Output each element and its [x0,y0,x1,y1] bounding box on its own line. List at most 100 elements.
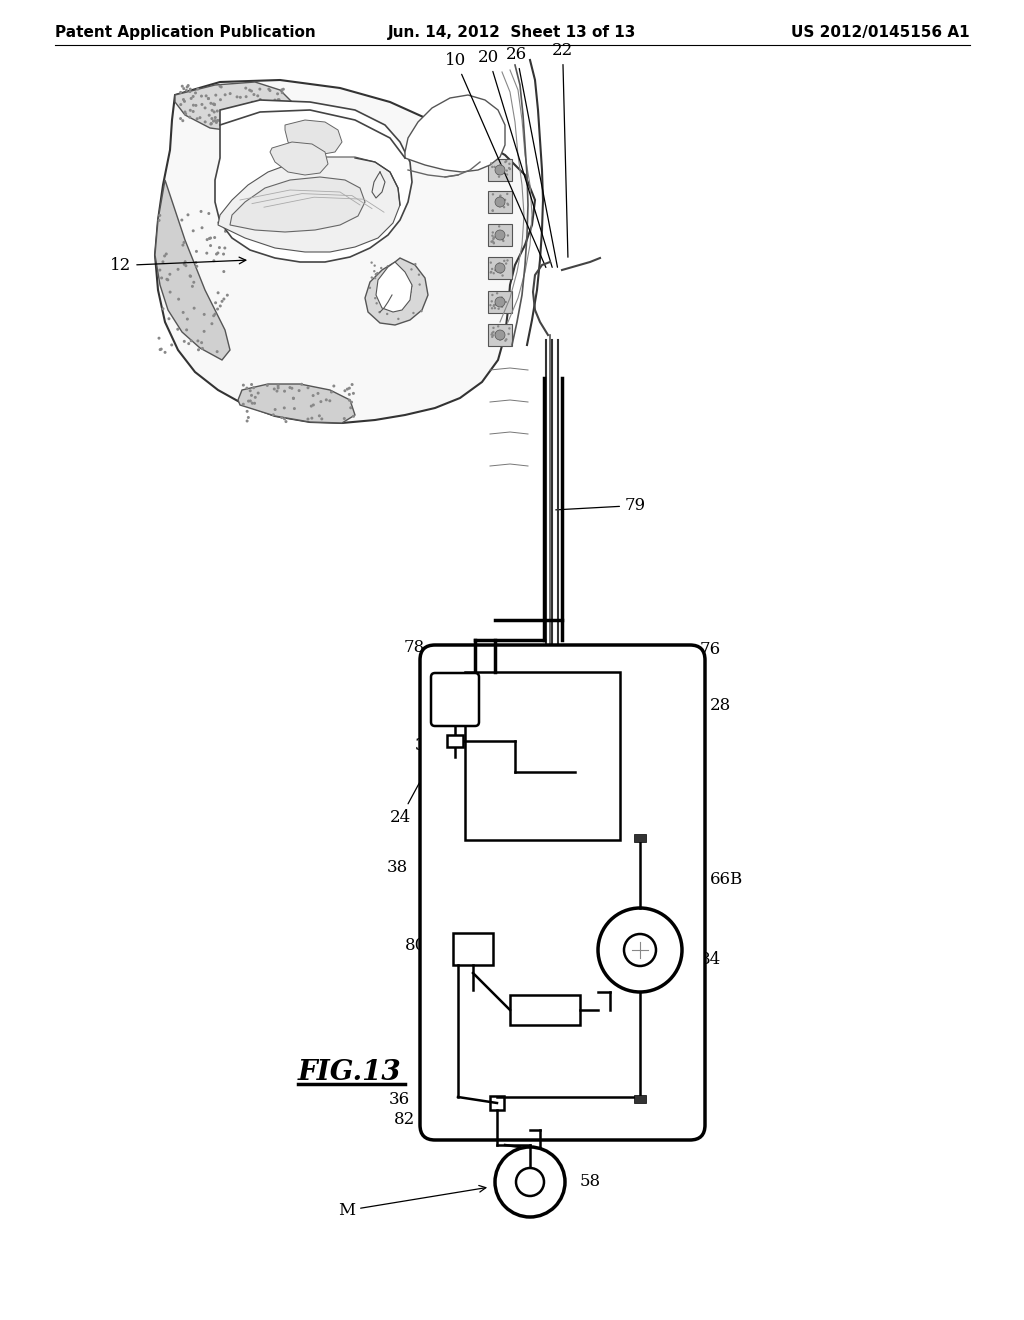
Circle shape [490,240,493,243]
Circle shape [492,231,494,234]
Text: 40: 40 [429,807,450,824]
Circle shape [389,272,391,275]
Circle shape [371,276,373,279]
Circle shape [237,114,240,117]
Circle shape [179,103,182,106]
Circle shape [158,219,161,222]
Circle shape [258,87,261,91]
Circle shape [494,166,496,168]
Text: 30: 30 [415,737,501,754]
Circle shape [399,271,402,273]
Circle shape [214,94,217,96]
Circle shape [263,116,266,119]
Polygon shape [155,81,535,422]
Circle shape [188,90,191,94]
Circle shape [246,117,249,121]
Circle shape [168,317,170,321]
Polygon shape [488,158,512,181]
Circle shape [350,383,353,385]
Circle shape [505,338,508,341]
Circle shape [493,326,495,329]
Circle shape [195,104,198,107]
Circle shape [269,110,272,112]
Circle shape [310,405,312,408]
Circle shape [393,296,396,298]
Circle shape [346,388,349,391]
Circle shape [273,408,276,411]
Circle shape [386,313,388,315]
Circle shape [247,416,250,418]
Text: M': M' [536,1003,555,1016]
Circle shape [371,261,373,264]
Circle shape [166,279,169,281]
Circle shape [373,271,376,272]
Circle shape [278,98,281,102]
Circle shape [495,263,505,273]
Circle shape [196,265,199,268]
Circle shape [492,166,494,168]
Circle shape [185,329,188,331]
Circle shape [245,123,248,127]
Circle shape [271,413,274,416]
Circle shape [189,339,193,342]
Circle shape [217,220,220,224]
Circle shape [499,267,502,269]
Circle shape [298,389,301,392]
Circle shape [505,160,508,162]
Circle shape [374,297,377,300]
Circle shape [257,114,260,117]
Text: 26: 26 [506,46,557,267]
Polygon shape [365,257,428,325]
Circle shape [411,285,413,288]
Circle shape [292,397,295,400]
Circle shape [348,393,351,396]
Circle shape [162,260,165,264]
Circle shape [276,104,280,108]
Text: 78: 78 [403,639,425,656]
Circle shape [506,169,508,172]
Text: 80: 80 [406,937,490,954]
Circle shape [493,242,495,244]
Circle shape [267,87,270,91]
Text: 22: 22 [552,42,573,257]
Circle shape [306,417,309,421]
Circle shape [419,284,421,285]
Circle shape [213,103,216,106]
Circle shape [329,399,332,403]
Circle shape [196,117,199,120]
Circle shape [283,111,286,114]
Circle shape [193,306,196,310]
Circle shape [189,96,193,100]
Circle shape [397,318,399,319]
Circle shape [197,87,200,91]
Circle shape [321,417,324,420]
Circle shape [221,112,224,116]
Circle shape [375,273,377,276]
Circle shape [410,290,412,293]
Circle shape [501,172,503,173]
Circle shape [494,308,496,309]
Circle shape [493,272,495,275]
Circle shape [376,302,378,305]
Bar [447,735,463,747]
Circle shape [214,301,217,305]
Circle shape [165,252,168,256]
Bar [453,933,493,965]
Circle shape [180,219,183,222]
Circle shape [226,293,228,297]
Circle shape [492,210,494,213]
Polygon shape [218,157,400,252]
Text: US 2012/0145156 A1: US 2012/0145156 A1 [792,25,970,40]
Circle shape [250,383,253,385]
Circle shape [224,222,226,226]
Polygon shape [230,177,365,232]
Circle shape [317,414,321,417]
Circle shape [203,330,206,333]
Circle shape [160,276,163,280]
FancyBboxPatch shape [431,673,479,726]
Circle shape [249,389,252,392]
Circle shape [204,107,207,110]
Circle shape [418,273,420,276]
Circle shape [268,102,271,104]
Circle shape [191,230,195,232]
